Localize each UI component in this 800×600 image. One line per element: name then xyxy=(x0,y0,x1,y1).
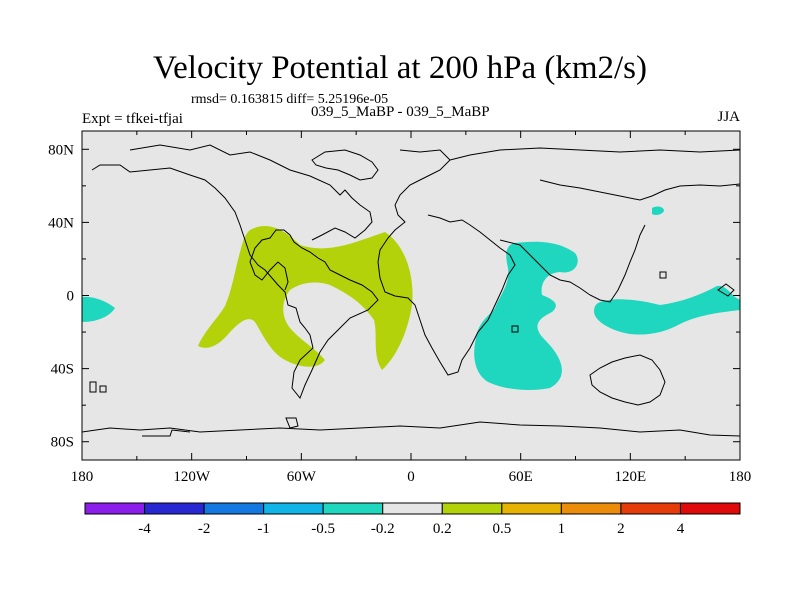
colorbar-label: 2 xyxy=(617,521,625,537)
lat-tick-label: 0 xyxy=(67,289,75,305)
colorbar-swatch xyxy=(203,502,265,515)
colorbar-swatch xyxy=(382,502,443,515)
coastline-north-america xyxy=(129,144,373,241)
colorbar-swatch xyxy=(620,502,681,515)
lat-tick-label: 80S xyxy=(51,435,74,451)
negative-anomaly-region-small xyxy=(652,206,664,215)
colorbar-swatch xyxy=(263,502,324,515)
colorbar-swatch xyxy=(679,502,741,515)
colorbar: -4 -2 -1 -0.5 -0.2 0.2 0.5 1 2 4 xyxy=(84,502,741,537)
coastline-antarctica xyxy=(82,421,740,437)
colorbar-label: -4 xyxy=(138,521,151,537)
season-label: JJA xyxy=(717,109,740,125)
colorbar-label: -0.2 xyxy=(371,521,395,537)
lon-tick-label: 0 xyxy=(407,469,415,485)
coastline-americas xyxy=(91,164,379,399)
lon-tick-label: 120W xyxy=(173,469,211,485)
map-contents xyxy=(82,144,740,437)
map-title: Velocity Potential at 200 hPa (km2/s) xyxy=(152,50,648,86)
subtitle: 039_5_MaBP - 039_5_MaBP xyxy=(311,104,490,120)
lon-tick-label: 180 xyxy=(71,469,94,485)
map-axes: 180 120W 60W 0 60E 120E 180 80N 40N 0 40S 80S xyxy=(48,131,751,485)
colorbar-swatch xyxy=(322,502,384,515)
colorbar-swatch xyxy=(441,502,503,515)
positive-anomaly-region xyxy=(198,225,413,370)
lon-tick-label: 180 xyxy=(729,469,752,485)
negative-anomaly-region-pacific xyxy=(594,285,740,335)
lon-tick-label: 60E xyxy=(509,469,533,485)
colorbar-label: 1 xyxy=(558,521,566,537)
colorbar-swatch xyxy=(144,502,205,515)
colorbar-label: 0.5 xyxy=(492,521,511,537)
colorbar-label: -2 xyxy=(198,521,211,537)
lat-tick-label: 40N xyxy=(48,215,74,231)
stats-line: rmsd= 0.163815 diff= 5.25196e-05 xyxy=(191,92,389,107)
lon-tick-label: 60W xyxy=(287,469,317,485)
coastline-greenland xyxy=(311,149,379,181)
coastline-islands xyxy=(89,271,735,437)
colorbar-label: -1 xyxy=(257,521,270,537)
lon-tick-label: 120E xyxy=(614,469,646,485)
coastline-asia xyxy=(449,147,740,303)
negative-anomaly-region-west xyxy=(82,296,115,322)
lat-tick-label: 80N xyxy=(48,142,74,158)
colorbar-swatch xyxy=(84,502,146,515)
negative-anomaly-region-indian xyxy=(474,241,578,390)
coastline-australia xyxy=(589,354,666,406)
lat-tick-label: 40S xyxy=(51,362,74,378)
experiment-label: Expt = tfkei-tfjai xyxy=(82,111,183,127)
coastline-europe-africa xyxy=(377,149,516,376)
colorbar-label: 0.2 xyxy=(433,521,452,537)
colorbar-swatch xyxy=(501,502,562,515)
colorbar-swatch xyxy=(560,502,622,515)
coastlines xyxy=(82,144,740,437)
colorbar-label: 4 xyxy=(677,521,685,537)
colorbar-label: -0.5 xyxy=(311,521,335,537)
